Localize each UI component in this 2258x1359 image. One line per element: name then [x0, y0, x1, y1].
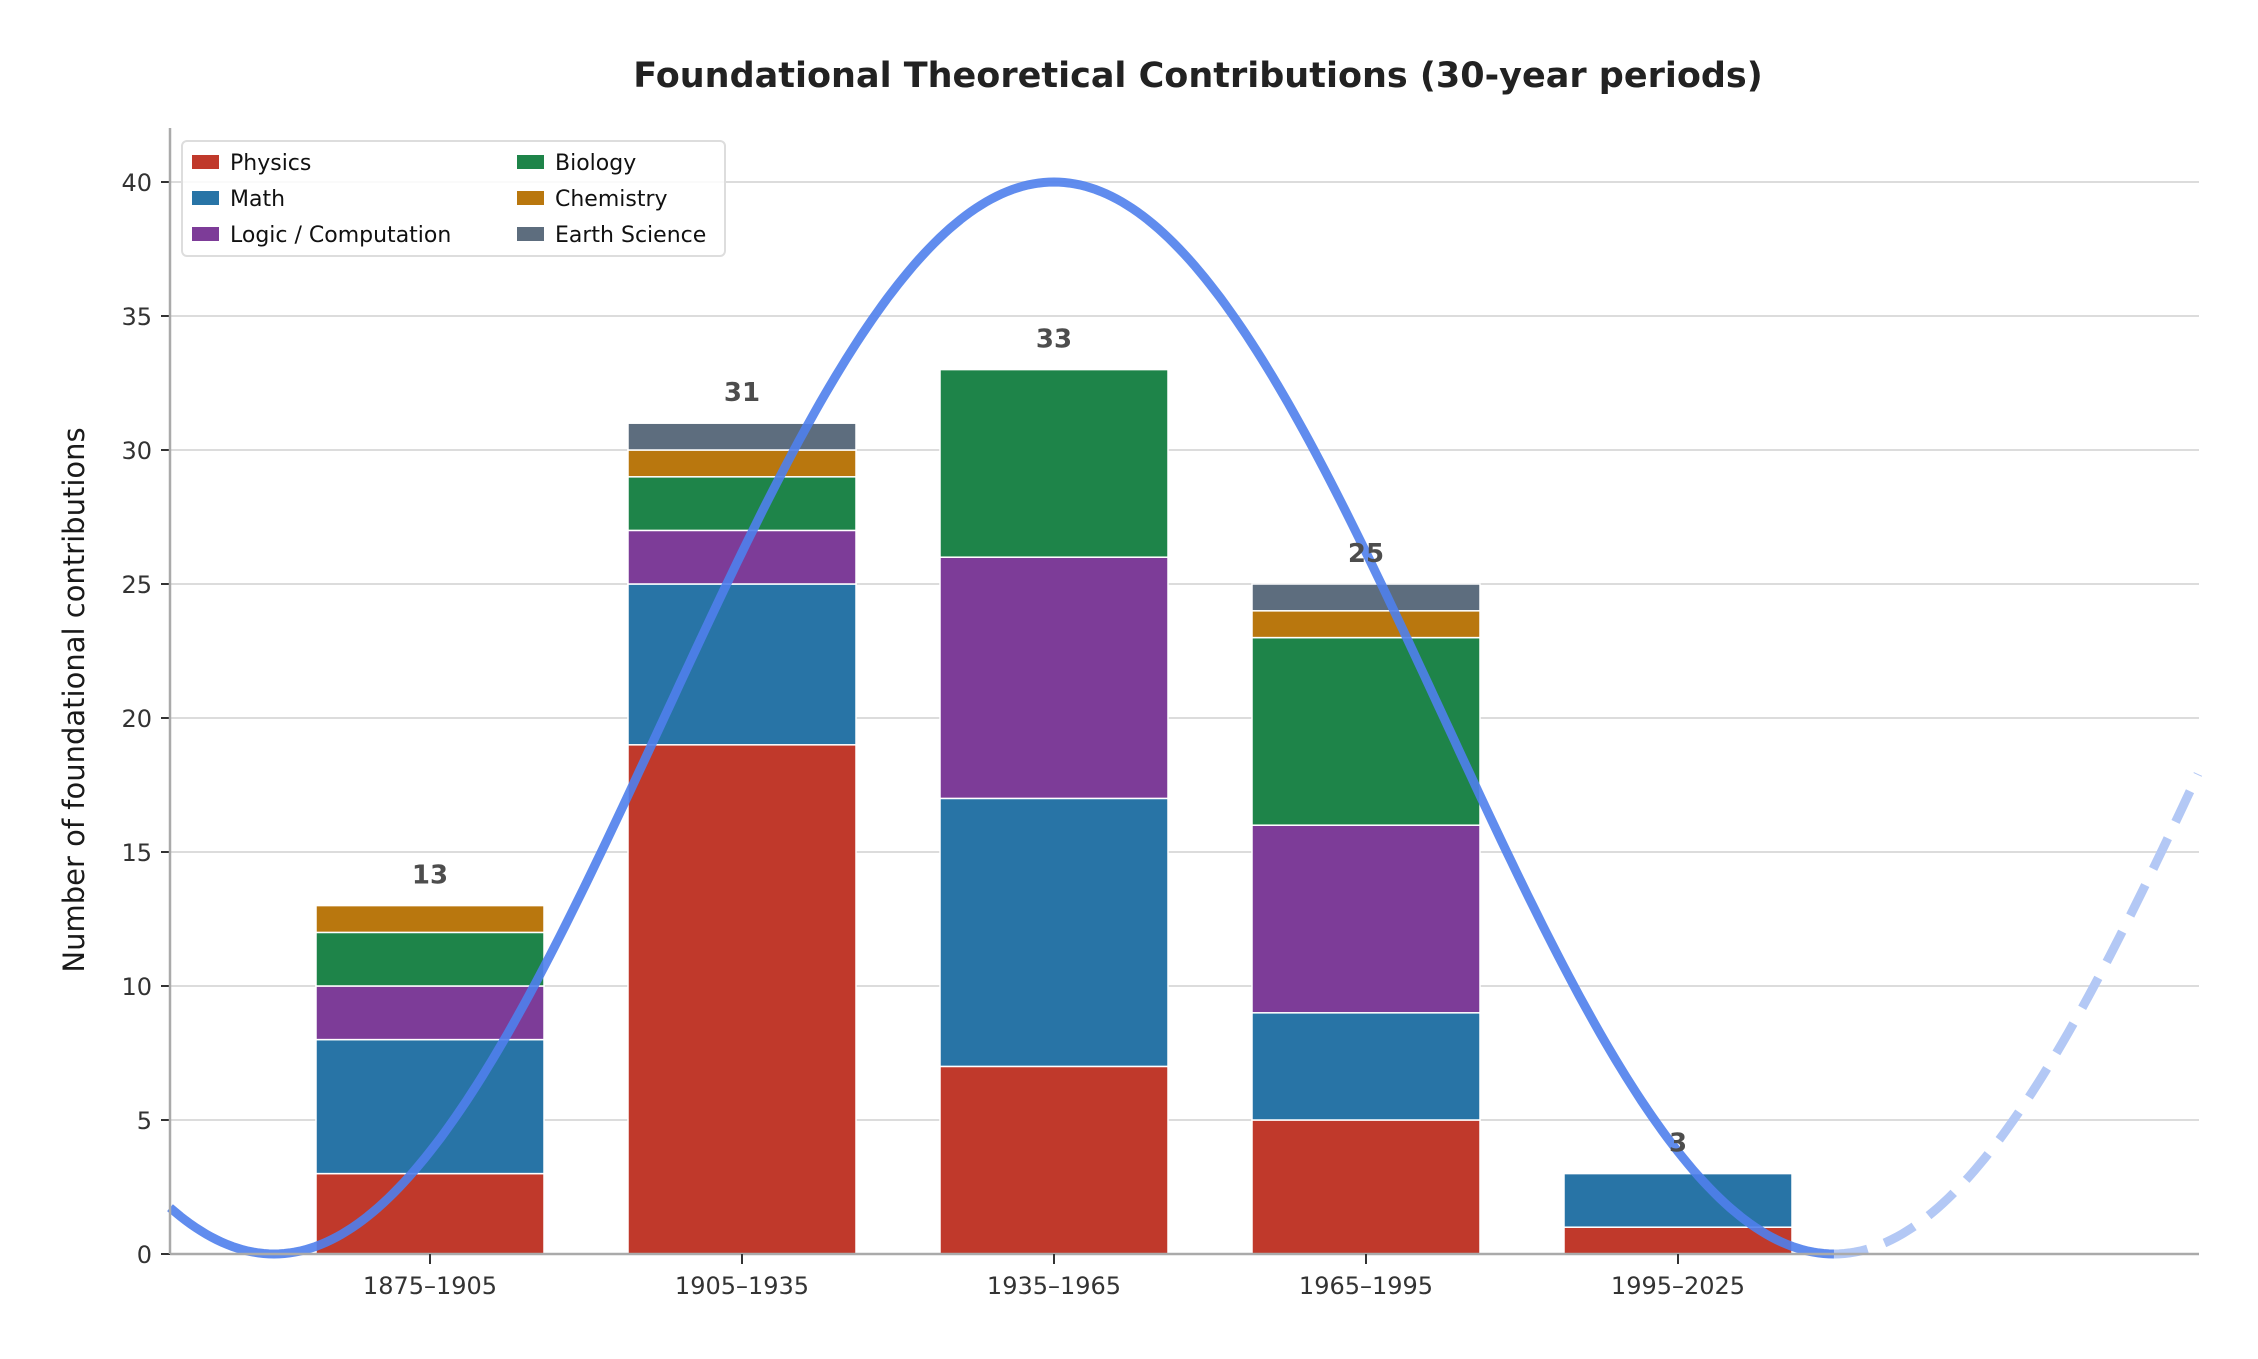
- bar-segment-biology: [1251, 636, 1481, 826]
- bars: [315, 368, 1793, 1255]
- y-tick-label: 20: [121, 705, 152, 733]
- x-tick-label: 1965–1995: [1299, 1272, 1433, 1300]
- x-tick-label: 1905–1935: [675, 1272, 809, 1300]
- y-tick-label: 40: [121, 169, 152, 197]
- legend-label: Chemistry: [555, 187, 668, 212]
- x-tick-label: 1935–1965: [987, 1272, 1121, 1300]
- y-tick-label: 30: [121, 437, 152, 465]
- y-tick-label: 0: [137, 1241, 152, 1269]
- bar-total-label: 13: [412, 861, 448, 891]
- legend-item: Chemistry: [517, 187, 668, 212]
- legend-item: Physics: [192, 151, 311, 176]
- x-tick-label: 1995–2025: [1611, 1272, 1745, 1300]
- bar-segment-chemistry: [1251, 610, 1481, 639]
- legend-swatch: [192, 191, 219, 205]
- bar-segment-math: [1563, 1172, 1793, 1228]
- y-tick-label: 35: [121, 303, 152, 331]
- bar-segment-biology: [315, 931, 545, 987]
- total-labels: 13 31 33 25 3: [412, 325, 1687, 1159]
- bar-total-label: 31: [724, 378, 760, 408]
- legend-item: Logic / Computation: [192, 223, 451, 248]
- y-tick-label: 10: [121, 973, 152, 1001]
- legend-label: Math: [230, 187, 285, 212]
- bar-segment-chemistry: [315, 904, 545, 934]
- y-tick-label: 5: [137, 1107, 152, 1135]
- legend-item: Math: [192, 187, 285, 212]
- bar-total-label: 3: [1669, 1129, 1687, 1159]
- bar-segment-biology: [939, 368, 1169, 558]
- bar-segment-physics: [939, 1065, 1169, 1255]
- y-tick-label: 15: [121, 839, 152, 867]
- bar-total-label: 25: [1348, 539, 1384, 569]
- bar-segment-earth-science: [1251, 583, 1481, 612]
- legend-item: Earth Science: [517, 223, 706, 248]
- legend: Physics Math Logic / Computation Biology Che…: [181, 140, 726, 257]
- bar-segment-logic-computation: [1251, 824, 1481, 1014]
- bar-segment-biology: [627, 476, 857, 532]
- y-axis-label: Number of foundational contributions: [57, 427, 91, 972]
- trend-line-dashed: [1833, 772, 2203, 1259]
- legend-item: Biology: [517, 151, 636, 176]
- trend-curve: [167, 177, 2203, 1259]
- bar-segment-math: [1251, 1012, 1481, 1121]
- axes: 0 5 10 15 20 25 30 35 40 1875–1905 1905–1935 1935–1…: [121, 128, 2199, 1300]
- legend-box: [181, 140, 726, 257]
- bar-total-label: 33: [1036, 325, 1072, 355]
- legend-swatch: [517, 155, 544, 169]
- bar-segment-math: [939, 797, 1169, 1068]
- y-tick-label: 25: [121, 571, 152, 599]
- legend-swatch: [192, 155, 219, 169]
- bar-segment-physics: [315, 1172, 545, 1255]
- legend-swatch: [517, 227, 544, 241]
- legend-swatch: [517, 191, 544, 205]
- x-tick-label: 1875–1905: [363, 1272, 497, 1300]
- bar-segment-physics: [1251, 1119, 1481, 1255]
- bar-segment-physics: [627, 744, 857, 1255]
- chart-title: Foundational Theoretical Contributions (…: [633, 56, 1763, 96]
- legend-label: Physics: [230, 151, 311, 176]
- legend-label: Logic / Computation: [230, 223, 451, 248]
- bar-segment-logic-computation: [939, 556, 1169, 800]
- bar-segment-chemistry: [627, 449, 857, 478]
- legend-swatch: [192, 227, 219, 241]
- trend-line-solid: [167, 177, 1835, 1259]
- legend-label: Biology: [555, 151, 636, 176]
- bar-segment-earth-science: [627, 422, 857, 451]
- legend-label: Earth Science: [555, 223, 706, 248]
